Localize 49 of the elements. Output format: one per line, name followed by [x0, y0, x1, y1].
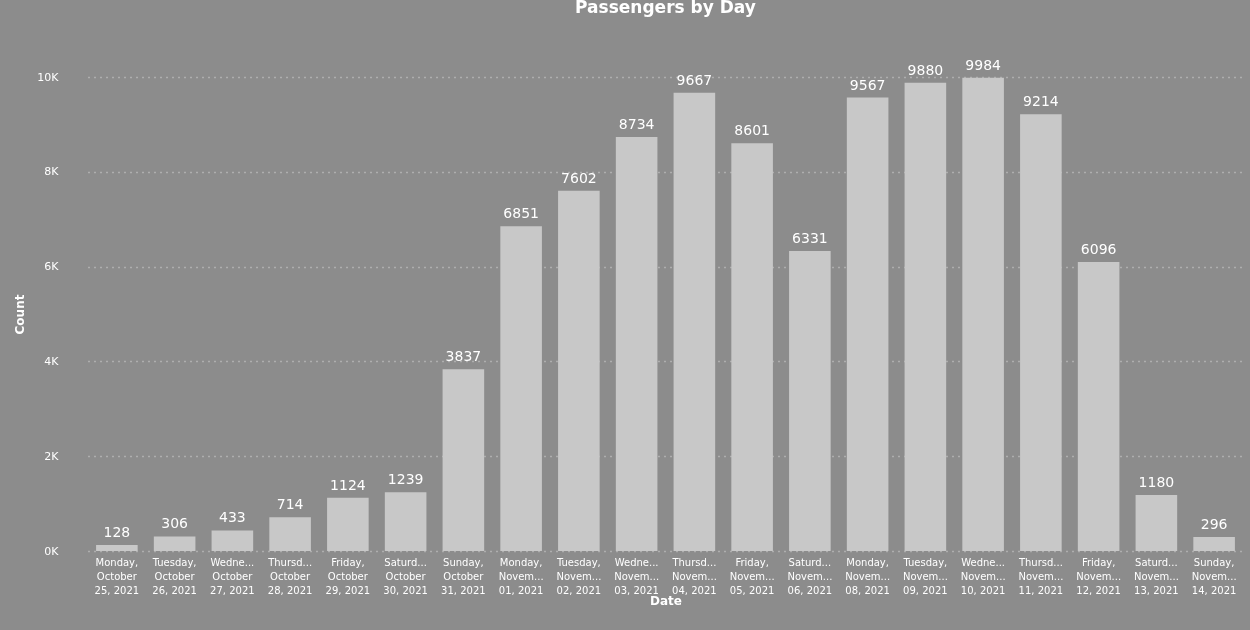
- data-label: 296: [1200, 515, 1228, 532]
- x-tick-label: Thursd... Novem... 11, 2021: [1017, 556, 1064, 596]
- y-tick-label: 10K: [37, 70, 60, 84]
- data-label: 6331: [792, 229, 828, 246]
- data-label: 7602: [561, 169, 597, 186]
- y-tick-label: 2K: [44, 449, 60, 463]
- x-tick-label: Tuesday, Novem... 09, 2021: [902, 556, 948, 596]
- x-tick-label: Monday, Novem... 08, 2021: [845, 556, 891, 596]
- x-tick-label: Wedne... Novem... 03, 2021: [614, 556, 660, 596]
- data-label: 6851: [503, 205, 539, 222]
- data-label: 3837: [445, 348, 482, 365]
- y-tick-label: 8K: [44, 165, 60, 179]
- x-tick-label: Monday, Novem... 01, 2021: [498, 556, 544, 596]
- x-tick-label: Sunday, October 31, 2021: [441, 556, 486, 596]
- data-label: 128: [103, 523, 131, 540]
- data-label: 9667: [676, 71, 713, 88]
- x-axis-title: Date: [650, 593, 682, 608]
- data-label: 433: [219, 509, 246, 526]
- data-label: 9984: [965, 56, 1002, 73]
- x-tick-label: Sunday, Novem... 14, 2021: [1191, 556, 1237, 596]
- chart-title: Passengers by Day: [575, 0, 756, 17]
- data-label: 1239: [387, 471, 424, 488]
- x-tick-label: Saturd... Novem... 13, 2021: [1133, 556, 1179, 596]
- data-label: 8734: [618, 116, 655, 133]
- data-label: 8601: [734, 122, 770, 139]
- data-label: 306: [161, 515, 189, 532]
- x-tick-label: Tuesday, October 26, 2021: [151, 556, 197, 596]
- x-tick-label: Tuesday, Novem... 02, 2021: [555, 556, 602, 596]
- y-tick-label: 4K: [44, 354, 60, 368]
- y-tick-label: 6K: [44, 260, 60, 274]
- data-label: 9214: [1023, 93, 1059, 110]
- data-label: 1124: [330, 476, 366, 493]
- data-label: 1180: [1138, 474, 1175, 491]
- x-tick-label: Friday, October 29, 2021: [325, 556, 371, 596]
- data-label: 714: [276, 496, 304, 513]
- x-tick-label: Wedne... October 27, 2021: [210, 556, 255, 596]
- y-axis-title: Count: [13, 294, 28, 335]
- x-tick-label: Friday, Novem... 12, 2021: [1076, 556, 1122, 596]
- x-tick-label: Monday, October 25, 2021: [94, 556, 140, 596]
- data-label: 9567: [849, 76, 886, 93]
- x-tick-label: Saturd... October 30, 2021: [383, 556, 428, 596]
- data-label: 9880: [907, 61, 944, 78]
- x-tick-label: Thursd... Novem... 04, 2021: [671, 556, 717, 596]
- x-tick-label: Thursd... October 28, 2021: [267, 556, 313, 596]
- x-tick-label: Friday, Novem... 05, 2021: [729, 556, 775, 596]
- data-label: 6096: [1080, 241, 1117, 258]
- x-tick-label: Wedne... Novem... 10, 2021: [960, 556, 1006, 596]
- x-tick-label: Saturd... Novem... 06, 2021: [787, 556, 833, 596]
- y-tick-label: 0K: [44, 544, 60, 558]
